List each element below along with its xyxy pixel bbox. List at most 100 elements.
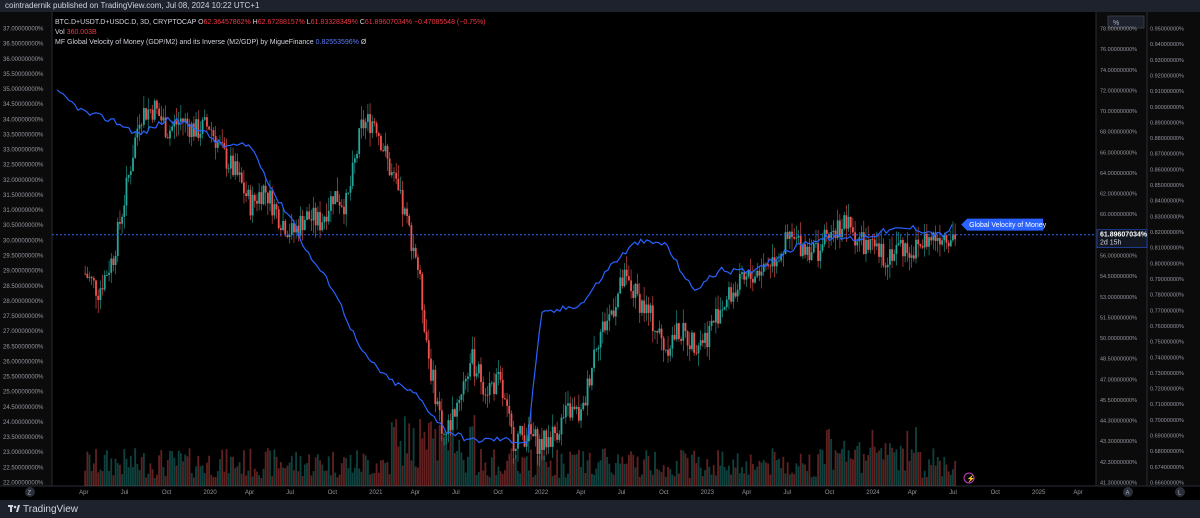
candle-body	[84, 273, 87, 275]
candle-body	[634, 283, 637, 298]
volume-bar	[795, 463, 798, 486]
candle-body	[384, 145, 387, 152]
volume-bar	[806, 471, 809, 486]
candle-body	[325, 216, 328, 222]
volume-bar	[599, 460, 602, 486]
candle-body	[386, 145, 389, 159]
left-axis-tick: 34.50000000%	[3, 102, 44, 108]
candle-body	[645, 304, 648, 314]
volume-bar	[362, 453, 365, 486]
legend-change: −0.47085548 (−0.75%)	[413, 19, 486, 26]
volume-bar	[810, 477, 813, 486]
volume-bar	[397, 446, 400, 486]
left-axis-tick: 25.50000000%	[3, 375, 44, 381]
volume-bar	[717, 450, 719, 486]
candle-body	[451, 409, 454, 430]
candle-body	[234, 161, 237, 176]
candle-body	[330, 196, 332, 211]
candle-body	[817, 243, 820, 261]
candle-body	[290, 223, 293, 235]
candle-body	[577, 406, 580, 421]
candle-body	[480, 364, 482, 383]
legend-indicator-name[interactable]: MF Global Velocity of Money (GDP/M2) and…	[55, 39, 314, 46]
candle-body	[373, 121, 376, 124]
candle-body	[249, 189, 252, 216]
countdown-text: 2d 15h	[1100, 240, 1122, 247]
left-axis-tick: 37.00000000%	[3, 27, 44, 33]
scale-percent-label: %	[1113, 20, 1119, 27]
time-axis-tick: Oct	[162, 490, 172, 496]
volume-bar	[125, 458, 128, 486]
volume-bar	[917, 452, 920, 486]
candle-body	[432, 369, 435, 381]
candle-body	[738, 274, 741, 290]
candle-body	[293, 223, 295, 233]
candle-body	[580, 409, 582, 421]
volume-bar	[434, 428, 437, 486]
volume-bar	[251, 476, 254, 486]
candle-body	[504, 398, 506, 400]
volume-bar	[436, 460, 439, 486]
candle-body	[382, 150, 385, 152]
volume-bar	[673, 476, 676, 486]
volume-bar	[884, 443, 887, 486]
candle-body	[697, 345, 700, 354]
lightning-icon[interactable]	[963, 472, 975, 484]
price-chart[interactable]: % 37.00000000% 36.50000000% 36.00000000% 35…	[0, 12, 1200, 500]
candle-body	[678, 323, 680, 339]
velocity-label: Global Velocity of Money	[961, 218, 1047, 231]
volume-bar	[319, 460, 321, 486]
candle-body	[749, 271, 752, 279]
auto-scale-button[interactable]	[1123, 487, 1133, 497]
volume-bar	[149, 463, 152, 486]
volume-bar	[160, 450, 163, 486]
legend-c-label: C	[359, 19, 365, 26]
volume-bar	[588, 452, 591, 486]
candle-body	[375, 123, 378, 134]
volume-bar	[701, 476, 704, 486]
candle-body	[310, 219, 313, 221]
candle-body	[636, 283, 639, 294]
candle-body	[949, 240, 952, 247]
volume-bar	[880, 448, 883, 486]
volume-bar	[869, 447, 872, 486]
volume-bar	[212, 477, 215, 486]
candle-body	[201, 119, 204, 134]
candle-body	[356, 153, 358, 159]
candle-body	[512, 427, 515, 451]
volume-bar	[501, 473, 504, 486]
tradingview-logo[interactable]: TradingView	[8, 503, 78, 515]
candle-body	[928, 237, 930, 247]
left-axis-tick: 23.00000000%	[3, 450, 44, 456]
volume-bar	[443, 437, 445, 486]
volume-bar	[710, 474, 713, 486]
legend-symbol[interactable]: BTC.D+USDT.D+USDC.D, 3D, CRYPTOCAP	[55, 19, 197, 26]
log-scale-button[interactable]	[1175, 487, 1185, 497]
chart-legend: BTC.D+USDT.D+USDC.D, 3D, CRYPTOCAP O62.3…	[55, 18, 486, 48]
candle-body	[199, 133, 202, 138]
candle-body	[227, 168, 230, 170]
volume-bar	[925, 476, 928, 486]
zoom-button[interactable]	[25, 487, 35, 497]
time-axis-tick: Jul	[618, 490, 626, 496]
volume-bar	[299, 456, 302, 486]
left-axis-tick: 35.50000000%	[3, 72, 44, 78]
publish-header-text: cointradernik published on TradingView.c…	[5, 1, 260, 10]
scale-percent-box[interactable]	[1107, 15, 1145, 29]
volume-bar	[219, 459, 221, 486]
right-axis-dominance-tick: 78.00000000%	[1100, 27, 1137, 33]
right-axis-velocity-tick: 0.85000000%	[1150, 183, 1184, 189]
volume-bar	[482, 470, 485, 486]
volume-bar	[408, 423, 411, 486]
volume-bar	[449, 421, 452, 486]
volume-bar	[593, 474, 595, 486]
candle-body	[297, 225, 300, 236]
volume-bar	[116, 463, 119, 486]
candle-body	[543, 430, 545, 450]
right-axis-velocity-tick: 0.73000000%	[1150, 371, 1184, 377]
volume-bar	[169, 450, 171, 486]
candle-body	[828, 233, 830, 239]
candle-body	[734, 292, 737, 297]
volume-bar	[195, 466, 197, 486]
candle-body	[921, 245, 924, 248]
